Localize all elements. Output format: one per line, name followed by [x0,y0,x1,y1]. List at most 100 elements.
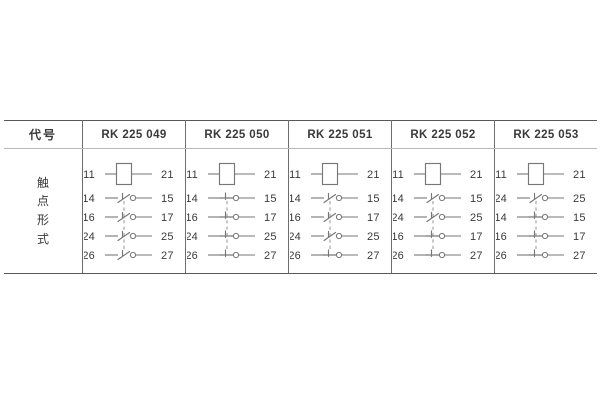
contact-terminal-node [438,232,446,240]
contact-terminal-left: 26 [393,250,404,262]
coil-terminal-right: 21 [573,169,586,181]
contact-terminal-right: 15 [161,193,174,205]
contact-diagram-5: 11 21 24 25 14 15 16 17 26 27 [495,149,597,273]
contact-14-15: 14 15 [290,192,380,205]
contact-terminal-right: 17 [264,212,277,224]
contact-terminal-node [541,213,549,221]
contact-terminal-left: 16 [84,212,95,224]
contact-16-17: 16 17 [84,211,173,224]
contact-terminal-left: 26 [496,250,507,262]
contact-terminal-right: 17 [573,231,586,243]
table-header: 代号 RK 225 049 RK 225 050 RK 225 051 RK 2… [4,120,597,149]
contact-terminal-left: 26 [84,250,95,262]
contact-terminal-left: 24 [187,231,198,243]
contact-terminal-left: 26 [290,250,301,262]
coil-terminal-left: 11 [496,169,507,181]
contact-terminal-node [129,251,137,259]
header-cell-model-5: RK 225 053 [494,120,597,149]
contact-terminal-node [129,232,137,240]
coil-terminal-right: 21 [161,169,174,181]
contact-14-15: 14 15 [393,192,482,205]
contact-terminal-left: 14 [187,193,198,205]
coil-rectangle [424,162,442,186]
contact-terminal-node [232,194,240,202]
header-cell-model-3: RK 225 051 [288,120,392,149]
contact-terminal-node [541,251,549,259]
contact-diagram-2: 11 21 14 15 16 17 24 25 26 27 [186,149,288,273]
coil-terminal-right: 21 [367,169,380,181]
contact-terminal-right: 25 [470,212,483,224]
coil-terminal-right: 21 [264,169,277,181]
contact-terminal-node [129,194,137,202]
contact-terminal-right: 17 [367,212,380,224]
contact-26-27: 26 27 [290,249,380,262]
contact-terminal-node [335,232,343,240]
row-label-char-1: 触 [36,175,49,190]
contact-terminal-node [541,194,549,202]
coil-terminal-left: 11 [393,169,404,181]
contact-terminal-node [335,194,343,202]
contact-terminal-right: 25 [264,231,277,243]
contact-terminal-right: 27 [367,250,380,262]
contact-terminal-right: 27 [161,250,174,262]
contact-terminal-right: 15 [573,212,586,224]
relay-contact-svg: 11 21 14 15 24 25 16 17 26 27 [393,162,483,262]
contact-26-27: 26 27 [496,249,585,262]
contact-diagram-cell-1: 11 21 14 15 16 17 24 25 26 27 [82,148,186,274]
coil-rectangle [115,162,133,186]
contact-terminal-right: 25 [161,231,174,243]
contact-terminal-left: 16 [393,231,404,243]
contact-terminal-node [335,251,343,259]
relay-contact-spec-table: 代号 RK 225 049 RK 225 050 RK 225 051 RK 2… [4,120,597,274]
contact-26-27: 26 27 [84,249,174,262]
contact-16-17: 16 17 [290,211,380,224]
contact-terminal-left: 24 [84,231,95,243]
contact-24-25: 24 25 [187,230,277,243]
table-body: 触 点 形 式 11 21 14 15 16 17 24 25 26 27 11 21 14 15 16 1… [4,148,597,274]
contact-terminal-node [335,213,343,221]
contact-terminal-node [129,213,137,221]
coil-terminal-left: 11 [84,169,95,181]
row-label-contact-form: 触 点 形 式 [4,148,83,274]
contact-terminal-right: 25 [367,231,380,243]
contact-terminal-left: 16 [290,212,301,224]
contact-terminal-left: 26 [187,250,198,262]
contact-terminal-left: 14 [393,193,404,205]
contact-diagram-cell-5: 11 21 24 25 14 15 16 17 26 27 [494,148,597,274]
relay-contact-svg: 11 21 14 15 16 17 24 25 26 27 [84,162,174,262]
coil-terminal-right: 21 [470,169,483,181]
contact-16-17: 16 17 [187,211,277,224]
contact-blade-normally-open [117,193,131,204]
contact-terminal-left: 14 [84,193,95,205]
contact-blade-normally-open [117,212,131,223]
coil-terminal-left: 11 [290,169,301,181]
contact-blade-normally-open [117,231,131,242]
table-header-row: 代号 RK 225 049 RK 225 050 RK 225 051 RK 2… [4,120,597,149]
contact-26-27: 26 27 [393,249,482,262]
contact-terminal-left: 16 [187,212,198,224]
header-cell-model-1: RK 225 049 [82,120,186,149]
coil-terminal-left: 11 [187,169,198,181]
contact-diagram-4: 11 21 14 15 24 25 16 17 26 27 [392,149,494,273]
header-cell-model-4: RK 225 052 [391,120,495,149]
coil-rectangle [527,162,545,186]
contact-diagram-3: 11 21 14 15 16 17 24 25 26 27 [289,149,391,273]
contact-terminal-left: 14 [496,212,507,224]
contact-diagram-cell-2: 11 21 14 15 16 17 24 25 26 27 [185,148,289,274]
contact-terminal-left: 24 [393,212,404,224]
row-label-char-4: 式 [36,231,49,246]
contact-terminal-node [232,251,240,259]
contact-terminal-right: 15 [367,193,380,205]
contact-terminal-node [541,232,549,240]
contact-terminal-right: 17 [470,231,483,243]
header-cell-model-2: RK 225 050 [185,120,289,149]
contact-14-15: 14 15 [187,192,277,205]
contact-blade-normally-open [426,193,440,204]
contact-blade-normally-open [323,193,337,204]
contact-terminal-right: 15 [264,193,277,205]
table-row: 触 点 形 式 11 21 14 15 16 17 24 25 26 27 11 21 14 15 16 1… [4,148,597,274]
contact-terminal-left: 16 [496,231,507,243]
